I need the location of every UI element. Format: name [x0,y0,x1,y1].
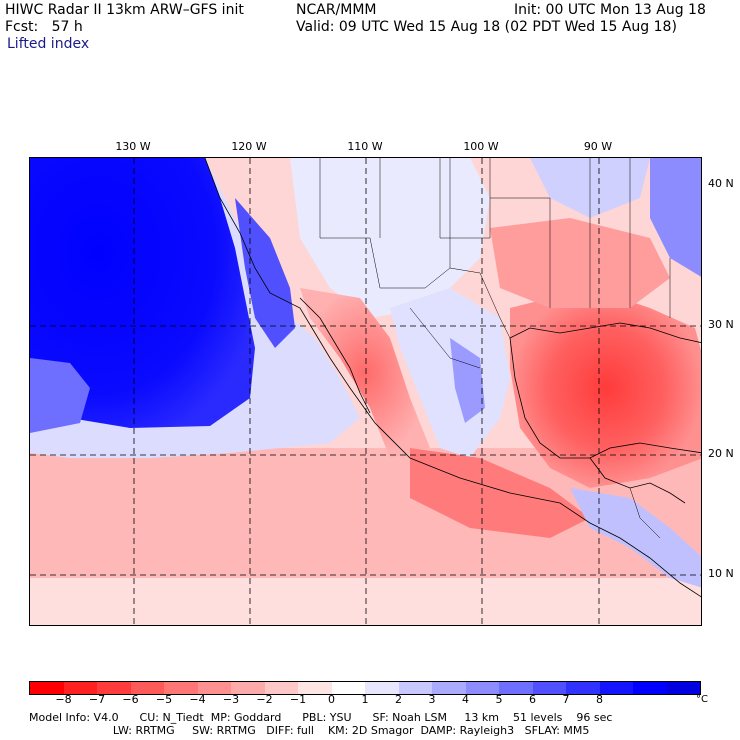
colorbar-segment [197,682,231,694]
colorbar-segment [499,682,533,694]
lat-label-30n: 30 N [708,318,734,331]
colorbar-tick-label: −7 [88,693,106,706]
lat-label-10n: 10 N [708,567,734,580]
sierra-madre-blue [450,338,485,423]
gulf-of-mexico-unstable [510,288,701,488]
org-label: NCAR/MMM [296,2,377,18]
colorbar-unit: °C [696,694,708,705]
lon-label-120w: 120 W [231,140,267,153]
lon-label-90w: 90 W [583,140,613,153]
colorbar-segment [264,682,298,694]
colorbar-tick-label: −6 [122,693,139,706]
colorbar-segment [532,682,566,694]
colorbar-tick-label: 4 [462,693,469,706]
colorbar-segment [164,682,198,694]
lifted-index-map [30,158,701,625]
graticule [30,158,701,625]
colorbar-tick-label: −3 [222,693,240,706]
map-panel [29,157,702,626]
colorbar-segment [666,682,700,694]
colorbar-segment [566,682,600,694]
colorbar-segment [298,682,332,694]
lon-label-100w: 100 W [463,140,499,153]
colorbar-segment [231,682,265,694]
field-name: Lifted index [7,36,90,52]
colorbar [29,681,701,695]
colorbar-tick-label: 8 [596,693,603,706]
central-america-stable [570,488,701,588]
pacific-secondary-blue [30,358,90,433]
colorbar-tick-label: 0 [328,693,335,706]
colorbar-tick-label: −8 [55,693,72,706]
model-info-line: Model Info: V4.0 CU: N_Tiedt MP: Goddard… [29,711,613,724]
colorbar-segment [398,682,432,694]
colorbar-tick-label: 1 [361,693,369,706]
lon-label-130w: 130 W [115,140,151,153]
colorbar-tick-label: 3 [428,693,436,706]
colorbar-segment [599,682,633,694]
lat-label-40n: 40 N [708,177,734,190]
pacific-stable-region [30,158,255,428]
colorbar-segment [465,682,499,694]
gulf-of-california-unstable [300,288,430,458]
valid-time: Valid: 09 UTC Wed 15 Aug 18 (02 PDT Wed … [296,19,677,35]
far-south-band [30,578,701,625]
coastlines [204,158,701,598]
colorbar-tick-label: 6 [529,693,536,706]
mexico-pacific-coast-unstable [410,448,590,538]
california-coast-blue [235,198,295,348]
colorbar-tick-label: −5 [155,693,173,706]
colorbar-segment [331,682,365,694]
colorbar-segment [633,682,667,694]
colorbar-segment [130,682,164,694]
lat-label-20n: 20 N [708,447,734,460]
colorbar-segment [30,682,64,694]
model-title: HIWC Radar II 13km ARW–GFS init [5,2,244,18]
colorbar-tick-label: −4 [189,693,206,706]
physics-info-line: LW: RRTMG SW: RRTMG DIFF: full KM: 2D Sm… [29,724,590,737]
colorbar-tick-label: 7 [562,693,570,706]
lon-label-110w: 110 W [347,140,383,153]
forecast-hour: Fcst: 57 h [5,19,83,35]
colorbar-tick-label: 5 [495,693,503,706]
mexico-plateau-stable [390,288,510,458]
colorbar-tick-label: −1 [289,693,307,706]
init-time: Init: 00 UTC Mon 13 Aug 18 [514,2,706,18]
colorbar-segment [97,682,131,694]
colorbar-tick-label: −2 [256,693,273,706]
colorbar-tick-label: 2 [395,693,402,706]
political-borders [319,158,671,539]
colorbar-segment [63,682,97,694]
northeast-blue [650,158,701,277]
colorbar-segment [432,682,466,694]
colorbar-segment [365,682,399,694]
southern-plains-unstable [490,218,670,308]
